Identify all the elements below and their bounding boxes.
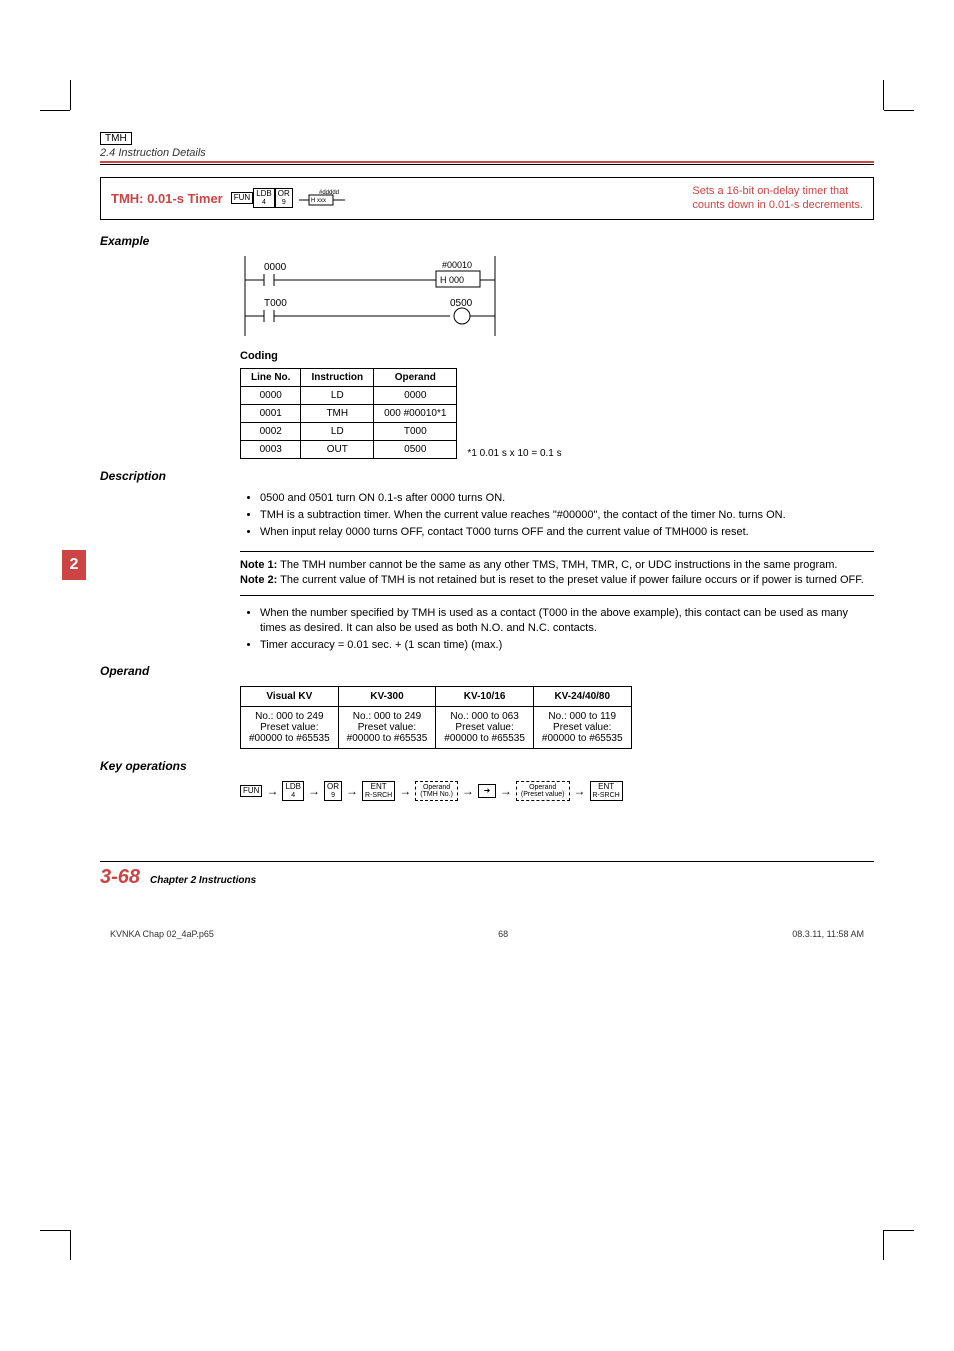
svg-text:0000: 0000 bbox=[264, 262, 287, 273]
svg-text:T000: T000 bbox=[264, 298, 287, 309]
arrow-icon: → bbox=[500, 784, 512, 798]
key-operations-row: FUN → LDB4 → OR9 → ENTR-SRCH → Operand(T… bbox=[240, 781, 874, 801]
list-item: 0500 and 0501 turn ON 0.1-s after 0000 t… bbox=[260, 491, 874, 506]
key-ent: ENTR-SRCH bbox=[590, 781, 623, 801]
list-item: Timer accuracy = 0.01 sec. + (1 scan tim… bbox=[260, 638, 874, 653]
arrow-icon: → bbox=[308, 784, 320, 798]
key-or9: OR9 bbox=[324, 781, 342, 801]
footer-rule bbox=[100, 861, 874, 862]
meta-timestamp: 08.3.11, 11:58 AM bbox=[792, 929, 864, 939]
arrow-icon: → bbox=[266, 784, 278, 798]
header-rule bbox=[100, 161, 874, 165]
notes-block: Note 1: The TMH number cannot be the sam… bbox=[240, 551, 874, 596]
meta-pagenum: 68 bbox=[498, 929, 508, 939]
arrow-icon: → bbox=[346, 784, 358, 798]
operand-table: Visual KV KV-300 KV-10/16 KV-24/40/80 No… bbox=[240, 686, 632, 749]
coding-table: Line No. Instruction Operand 0000LD0000 … bbox=[240, 368, 457, 459]
list-item: When the number specified by TMH is used… bbox=[260, 606, 874, 637]
operand-input-preset: Operand(Preset value) bbox=[516, 781, 570, 801]
note2-text: The current value of TMH is not retained… bbox=[277, 574, 864, 586]
key-arrow: ➜ bbox=[478, 784, 496, 798]
key-ent: ENTR-SRCH bbox=[362, 781, 395, 801]
page-content: TMH 2.4 Instruction Details TMH: 0.01-s … bbox=[0, 0, 954, 999]
title-bar: TMH: 0.01-s Timer FUN LDB4 OR9 #ddddd H … bbox=[100, 177, 874, 220]
section-keyops: Key operations bbox=[100, 759, 874, 773]
svg-text:H xxx: H xxx bbox=[311, 198, 326, 204]
operand-th: KV-10/16 bbox=[436, 686, 534, 706]
table-row: No.: 000 to 249 Preset value: #00000 to … bbox=[241, 706, 632, 748]
ladder-symbol-icon: #ddddd H xxx bbox=[299, 188, 345, 208]
operand-th: KV-300 bbox=[338, 686, 436, 706]
list-item: TMH is a subtraction timer. When the cur… bbox=[260, 508, 874, 523]
description-bullets-2: When the number specified by TMH is used… bbox=[260, 606, 874, 654]
title-description: Sets a 16-bit on-delay timer that counts… bbox=[692, 184, 863, 213]
note1-label: Note 1: bbox=[240, 559, 277, 571]
meta-file: KVNKA Chap 02_4aP.p65 bbox=[110, 929, 214, 939]
header-subtitle: 2.4 Instruction Details bbox=[100, 147, 874, 159]
ladder-example: 0000 #00010 H 000 T000 0500 Coding Line … bbox=[240, 256, 874, 459]
description-bullets-1: 0500 and 0501 turn ON 0.1-s after 0000 t… bbox=[260, 491, 874, 541]
table-row: 0001TMH000 #00010*1 bbox=[241, 404, 457, 422]
section-operand: Operand bbox=[100, 664, 874, 678]
note1-text: The TMH number cannot be the same as any… bbox=[277, 559, 837, 571]
section-description: Description bbox=[100, 469, 874, 483]
meta-row: KVNKA Chap 02_4aP.p65 68 08.3.11, 11:58 … bbox=[100, 929, 874, 939]
svg-text:H 000: H 000 bbox=[440, 275, 464, 285]
arrow-icon: → bbox=[462, 784, 474, 798]
key-ldb4: LDB4 bbox=[282, 781, 304, 801]
note2-label: Note 2: bbox=[240, 574, 277, 586]
list-item: When input relay 0000 turns OFF, contact… bbox=[260, 525, 874, 540]
chapter-side-tab: 2 bbox=[62, 550, 86, 580]
arrow-icon: → bbox=[574, 784, 586, 798]
coding-th-operand: Operand bbox=[374, 368, 457, 386]
operand-input-tmh: Operand(TMH No.) bbox=[415, 781, 458, 801]
svg-text:#00010: #00010 bbox=[442, 260, 472, 270]
coding-th-instr: Instruction bbox=[301, 368, 374, 386]
coding-heading: Coding bbox=[240, 350, 874, 362]
arrow-icon: → bbox=[399, 784, 411, 798]
table-row: 0002LDT000 bbox=[241, 422, 457, 440]
page-footer: 3-68 Chapter 2 Instructions bbox=[100, 866, 874, 889]
coding-footnote: *1 0.01 s x 10 = 0.1 s bbox=[467, 448, 561, 459]
key-fun: FUN bbox=[231, 192, 253, 204]
key-fun: FUN bbox=[240, 785, 262, 797]
key-or9: OR9 bbox=[275, 188, 293, 208]
instruction-name: TMH: 0.01-s Timer bbox=[111, 191, 223, 206]
page-number: 3-68 bbox=[100, 866, 140, 889]
chapter-label: Chapter 2 Instructions bbox=[150, 875, 256, 886]
key-ldb4: LDB4 bbox=[253, 188, 275, 208]
operand-th: Visual KV bbox=[241, 686, 339, 706]
svg-text:0500: 0500 bbox=[450, 298, 473, 309]
table-row: 0000LD0000 bbox=[241, 386, 457, 404]
table-row: 0003OUT0500 bbox=[241, 440, 457, 458]
coding-th-line: Line No. bbox=[241, 368, 301, 386]
section-example: Example bbox=[100, 234, 874, 248]
header-tag: TMH bbox=[100, 132, 132, 145]
operand-th: KV-24/40/80 bbox=[533, 686, 631, 706]
